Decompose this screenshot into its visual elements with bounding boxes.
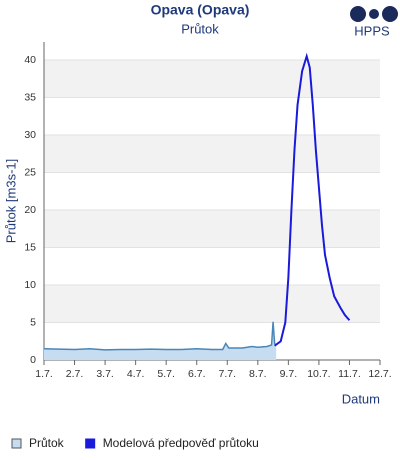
legend-swatch (85, 438, 96, 449)
x-tick-label: 1.7. (35, 368, 53, 380)
y-tick-label: 40 (24, 54, 36, 66)
x-axis-label: Datum (342, 391, 380, 406)
y-tick-label: 20 (24, 204, 36, 216)
logo: HPPS (350, 6, 398, 38)
y-tick-label: 30 (24, 129, 36, 141)
x-tick-label: 5.7. (157, 368, 175, 380)
logo-dot (350, 6, 366, 22)
y-tick-label: 0 (30, 354, 36, 366)
legend-label: Modelová předpověď průtoku (103, 436, 259, 450)
grid-band (44, 60, 380, 98)
y-tick-label: 10 (24, 279, 36, 291)
x-tick-label: 9.7. (280, 368, 298, 380)
y-tick-label: 15 (24, 241, 36, 253)
grid-band (44, 285, 380, 323)
logo-dot (369, 9, 379, 19)
y-tick-label: 35 (24, 91, 36, 103)
legend-swatch (11, 438, 22, 449)
logo-dot (382, 6, 398, 22)
grid-band (44, 135, 380, 173)
grid-band (44, 210, 380, 248)
logo-text: HPPS (354, 23, 390, 38)
chart-title: Opava (Opava) (151, 2, 250, 18)
y-tick-label: 25 (24, 166, 36, 178)
x-tick-label: 3.7. (96, 368, 114, 380)
area (44, 321, 277, 360)
x-tick-label: 6.7. (188, 368, 206, 380)
x-tick-label: 4.7. (127, 368, 145, 380)
x-tick-label: 7.7. (219, 368, 237, 380)
x-tick-label: 10.7. (307, 368, 330, 380)
y-tick-label: 5 (30, 316, 36, 328)
x-tick-label: 11.7. (338, 368, 361, 380)
line (274, 52, 351, 347)
x-tick-label: 8.7. (249, 368, 267, 380)
line (43, 321, 277, 351)
chart-subtitle: Průtok (181, 21, 219, 36)
x-tick-label: 12.7. (368, 368, 391, 380)
y-axis-label: Průtok [m3s-1] (3, 159, 18, 244)
legend-label: Průtok (29, 436, 65, 450)
x-tick-label: 2.7. (66, 368, 84, 380)
